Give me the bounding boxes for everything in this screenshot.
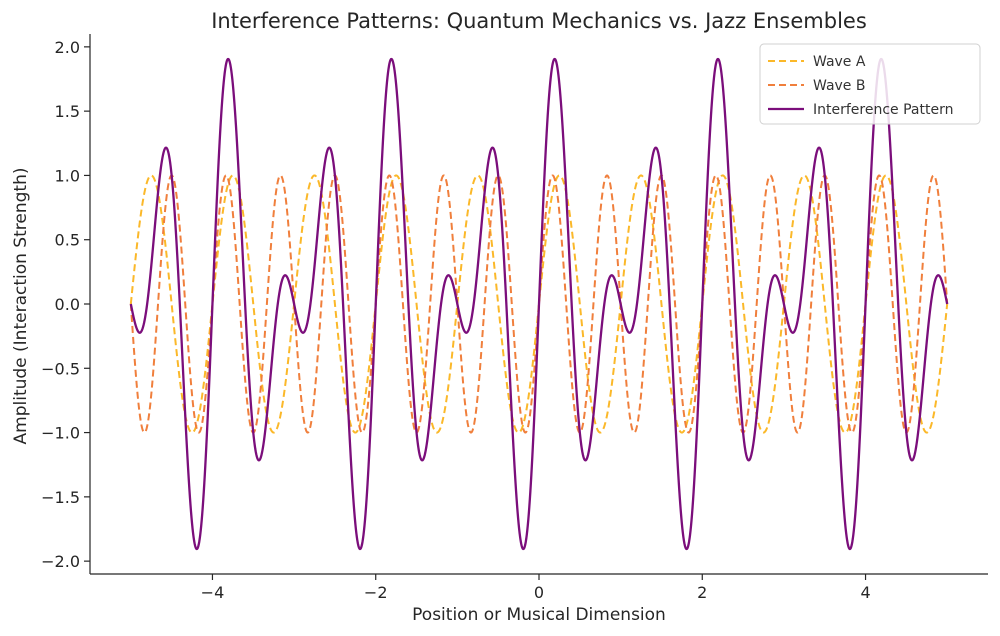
y-tick-label: 1.5	[55, 102, 80, 121]
x-tick-label: −2	[364, 583, 388, 602]
x-tick-label: 4	[860, 583, 870, 602]
y-tick-label: 0.0	[55, 295, 80, 314]
legend: Wave A Wave B Interference Pattern	[759, 43, 981, 125]
x-axis-label: Position or Musical Dimension	[412, 605, 666, 625]
y-tick-label: 0.5	[55, 231, 80, 250]
legend-item-wave-a-label: Wave A	[813, 54, 866, 70]
x-tick-label: 0	[534, 583, 544, 602]
y-axis-label: Amplitude (Interaction Strength)	[11, 168, 31, 445]
legend-frame	[759, 43, 981, 125]
plot-area	[129, 57, 949, 551]
x-axis-ticks: −4 −2 0 2 4	[201, 574, 871, 602]
y-axis-ticks: 2.0 1.5 1.0 0.5 0.0 −0.5 −1.0 −1.5 −2.0	[41, 38, 90, 571]
y-tick-label: −1.0	[41, 424, 80, 443]
x-tick-label: −4	[201, 583, 225, 602]
interference-pattern-line	[129, 57, 949, 551]
y-tick-label: 1.0	[55, 166, 80, 185]
legend-item-interference-label: Interference Pattern	[813, 102, 953, 118]
y-tick-label: −2.0	[41, 552, 80, 571]
x-tick-label: 2	[697, 583, 707, 602]
y-tick-label: −0.5	[41, 359, 80, 378]
chart-title: Interference Patterns: Quantum Mechanics…	[211, 9, 867, 33]
y-tick-label: 2.0	[55, 38, 80, 57]
y-tick-label: −1.5	[41, 488, 80, 507]
legend-item-wave-b-label: Wave B	[813, 78, 865, 94]
